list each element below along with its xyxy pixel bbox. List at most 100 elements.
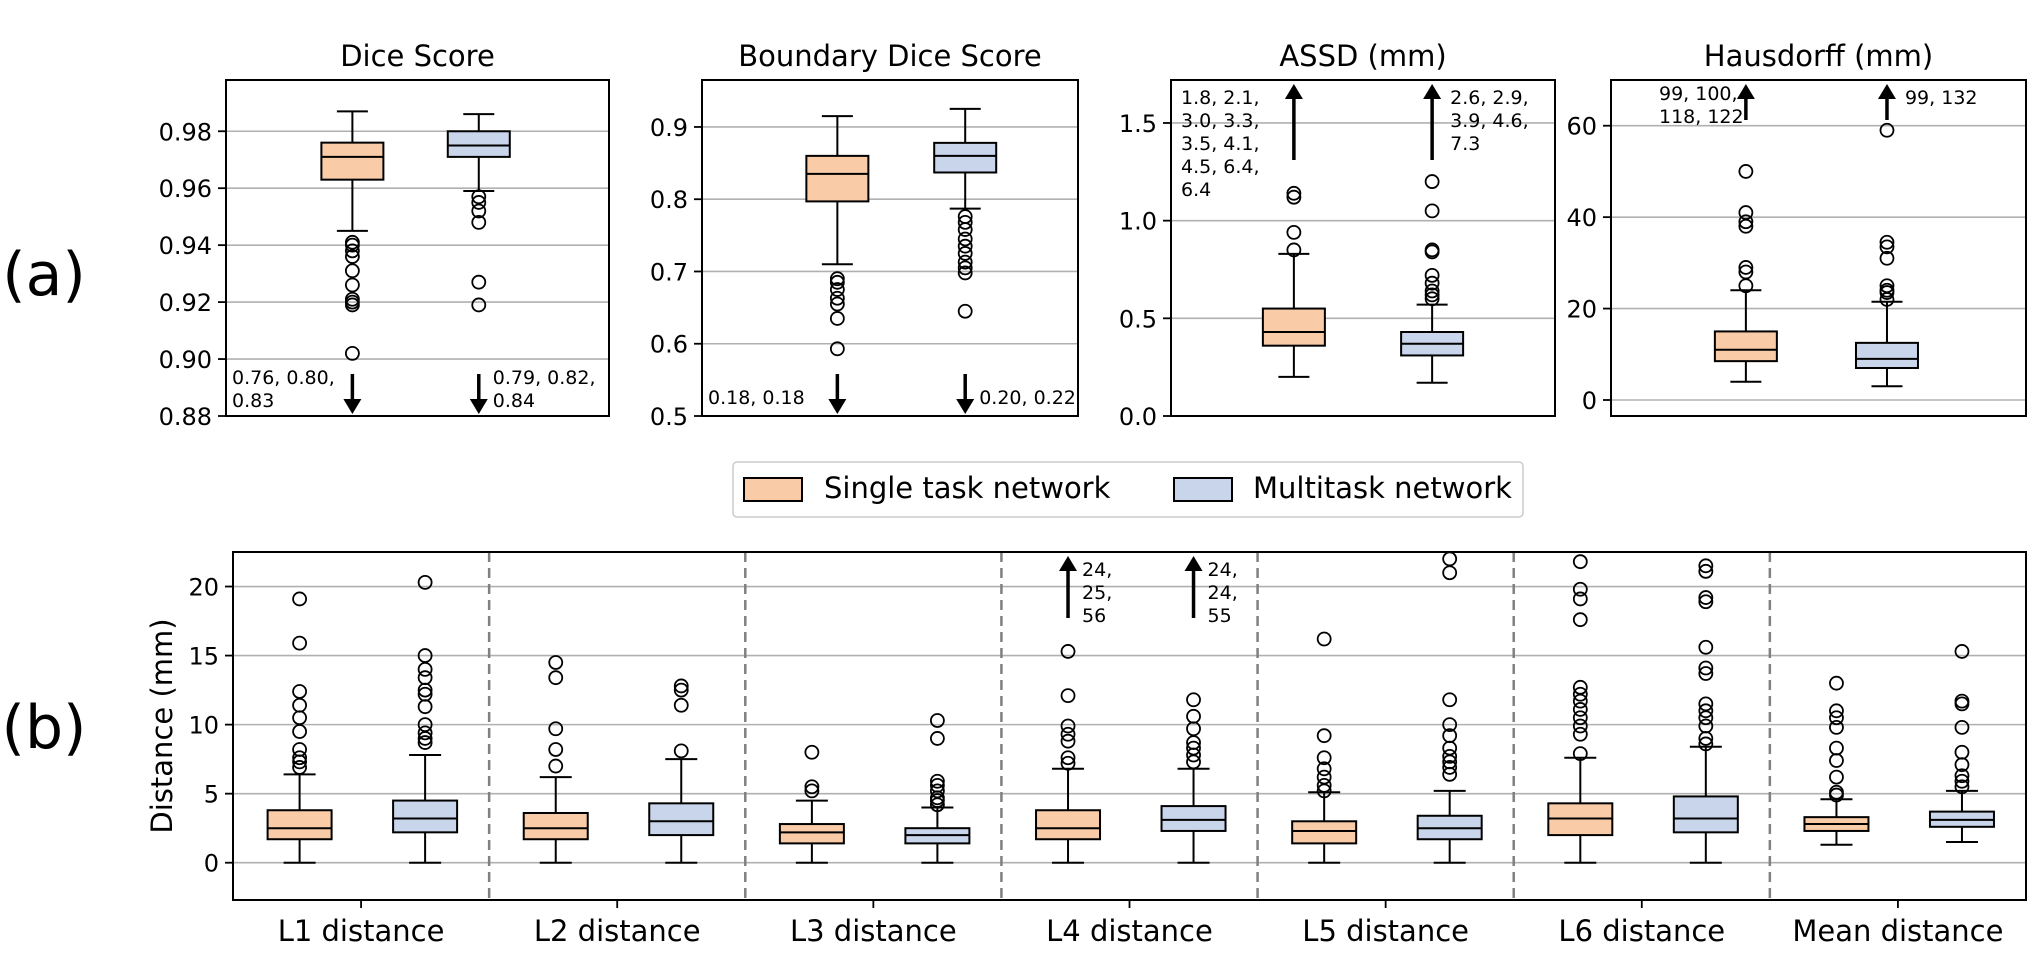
y-tick-label-4: 20 (188, 574, 219, 602)
x-tick-label-6: Mean distance (1792, 914, 2003, 948)
multi-box-5-outlier-8 (1698, 639, 1714, 655)
multi-box-outlier-3 (471, 214, 487, 230)
multi-box-3-outlier-5 (1186, 708, 1201, 724)
single-offscale-label: 0.76, 0.80, 0.83 (232, 367, 335, 412)
single-box-6-outlier-3 (1829, 753, 1844, 768)
single-box-3-outlier-6 (1060, 644, 1076, 659)
single-offscale-arrow-head (828, 399, 847, 414)
single-box-3-offscale-label: 24, 25, 56 (1082, 559, 1112, 627)
single-box-outlier-3 (344, 249, 360, 264)
single-box-3-outlier-3 (1060, 726, 1076, 742)
single-box-outlier-4 (829, 296, 845, 312)
single-box-6-outlier-7 (1829, 703, 1844, 719)
single-box-2-outlier-0 (804, 783, 820, 799)
single-box-5-outlier-11 (1572, 554, 1588, 570)
single-box-4-outlier-1 (1316, 777, 1332, 793)
multi-box-0-outlier-3 (417, 717, 433, 733)
single-box-outlier-1 (829, 274, 845, 290)
multi-box-5-outlier-4 (1698, 703, 1714, 719)
plot-frame (225, 79, 610, 417)
y-tick-label-2: 0.92 (159, 289, 212, 317)
x-tick-label-3: L4 distance (1046, 914, 1213, 948)
y-tick-label-3: 60 (1566, 113, 1597, 141)
multi-box-5-outlier-0 (1698, 736, 1714, 752)
y-tick-label-3: 15 (188, 643, 219, 671)
single-offscale-label: 0.18, 0.18 (708, 387, 805, 409)
single-box-6-outlier-6 (1829, 710, 1844, 726)
multi-box-outlier-3 (1424, 275, 1440, 291)
multi-box-5-outlier-6 (1698, 666, 1714, 681)
y-tick-label-1: 0.90 (159, 346, 212, 374)
single-box-6-outlier-2 (1829, 769, 1844, 785)
single-box-3-outlier-4 (1060, 718, 1076, 734)
multi-box-outlier-4 (1879, 250, 1895, 266)
multi-box-0-outlier-7 (417, 670, 433, 686)
multi-box-0-outlier-0 (417, 735, 433, 750)
multi-box-outlier-1 (957, 214, 973, 230)
multi-box-outlier-6 (1424, 242, 1440, 258)
multi-box-outlier-7 (1879, 122, 1895, 138)
single-box-outlier-1 (1738, 264, 1754, 280)
single-box-1-outlier-3 (548, 670, 564, 686)
multi-box-4-outlier-3 (1442, 748, 1458, 764)
y-tick-label-1: 0.5 (1119, 305, 1157, 333)
single-box-outlier-9 (344, 345, 360, 361)
single-box-outlier-6 (829, 341, 845, 357)
single-box-outlier-1 (1286, 224, 1302, 240)
single-box-outlier-0 (1286, 242, 1302, 258)
single-box-outlier-5 (1738, 205, 1754, 220)
y-tick-label-1: 0.6 (650, 331, 688, 359)
multi-box-6-outlier-1 (1954, 773, 1970, 789)
legend-label-single: Single task network (824, 471, 1111, 505)
y-tick-label-3: 0.8 (650, 186, 688, 214)
multi-box-6-outlier-0 (1954, 779, 1970, 795)
y-tick-label-0: 0 (1582, 387, 1597, 415)
single-box-1-box (522, 812, 589, 841)
y-tick-label-0: 0.88 (159, 403, 212, 431)
x-tick-label-2: L3 distance (790, 914, 957, 948)
multi-box-4-outlier-8 (1442, 565, 1458, 581)
single-box-4-box (1291, 820, 1358, 845)
multi-box-5-box (1672, 795, 1739, 834)
multi-box-5-outlier-5 (1698, 696, 1714, 712)
multi-box-outlier-2 (1879, 282, 1895, 298)
single-box-5-outlier-4 (1572, 702, 1588, 717)
y-tick-label-2: 1.0 (1119, 208, 1157, 236)
single-box-0-box (266, 809, 333, 841)
single-box-0-outlier-4 (292, 724, 307, 739)
multi-box-6-outlier-4 (1954, 744, 1970, 760)
multi-box-2-outlier-4 (929, 777, 945, 793)
single-box-5-outlier-9 (1572, 591, 1588, 607)
single-box-0-outlier-3 (292, 742, 307, 757)
single-box-6-outlier-5 (1829, 719, 1844, 735)
multi-box-box (446, 130, 511, 158)
single-box-5-outlier-8 (1572, 612, 1588, 628)
multi-box-outlier-1 (471, 195, 487, 210)
multi-box-6-outlier-7 (1954, 693, 1970, 709)
multi-box-3-outlier-6 (1186, 692, 1201, 708)
multi-offscale-arrow-head (956, 399, 975, 414)
multi-box-5-outlier-9 (1698, 594, 1714, 610)
single-box-0-outlier-9 (292, 591, 307, 607)
single-box-0-outlier-2 (292, 750, 307, 766)
single-box-4-outlier-3 (1316, 761, 1332, 777)
multi-box-outlier-5 (1879, 239, 1895, 255)
single-box-0-outlier-6 (292, 697, 307, 713)
x-tick-label-5: L6 distance (1558, 914, 1725, 948)
multi-box-3-box (1160, 805, 1227, 832)
single-box-outlier-1 (344, 237, 360, 253)
single-box-box (1261, 307, 1326, 347)
single-box-outlier-2 (1286, 189, 1302, 205)
multi-box-outlier-9 (957, 303, 973, 319)
multi-box-outlier-5 (471, 297, 487, 313)
multi-box-4-outlier-6 (1442, 717, 1458, 733)
multi-box-3-outlier-2 (1186, 740, 1201, 756)
legend-frame (732, 461, 1524, 518)
single-offscale-arrow-head (1736, 84, 1755, 99)
multi-box-4-outlier-5 (1442, 728, 1458, 744)
single-box-box (320, 141, 385, 181)
multi-box-outlier-6 (957, 254, 973, 270)
single-box-outlier-3 (1286, 185, 1302, 201)
single-box-1-outlier-2 (548, 721, 564, 737)
